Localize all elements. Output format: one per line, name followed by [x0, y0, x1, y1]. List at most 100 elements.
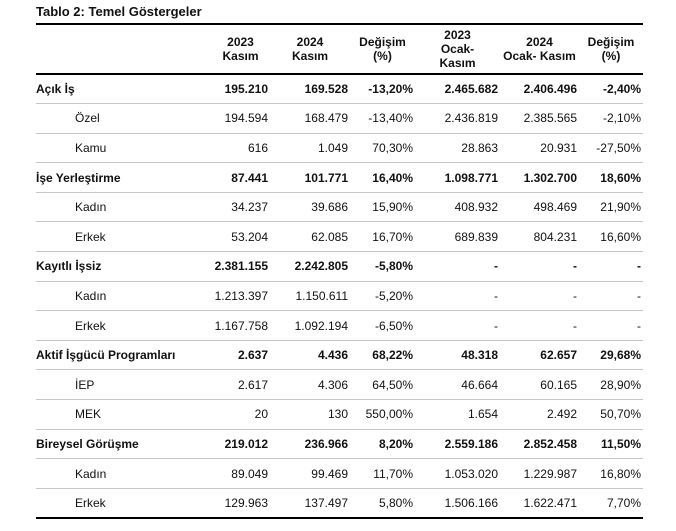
cell-value: -2,40% — [602, 82, 641, 97]
cell-value: 1.150.611 — [295, 288, 349, 303]
cell-value: 2.617 — [237, 377, 268, 392]
row-label: Bireysel Görüşme — [36, 436, 139, 451]
cell-value: 20.931 — [540, 140, 577, 155]
table-sub-row: Kadın 89.049 99.469 11,70% 1.053.020 1.229.98… — [36, 459, 643, 489]
cell-value: 7,70% — [606, 495, 641, 510]
cell-value: 16,40% — [372, 170, 413, 185]
cell-value: - — [494, 288, 498, 303]
row-label: Kadın — [75, 466, 107, 481]
row-label: Açık İş — [36, 82, 75, 97]
column-header-2024-ocak-kasim: 2024 Ocak- Kasım — [503, 35, 576, 63]
cell-value: 2.381.155 — [214, 259, 268, 274]
cell-value: 101.771 — [304, 170, 348, 185]
table-sub-row: Kamu 616 1.049 70,30% 28.863 20.931 -27,50% — [36, 133, 643, 163]
cell-value: 46.664 — [461, 377, 498, 392]
cell-value: - — [573, 318, 577, 333]
cell-value: 2.559.186 — [444, 436, 498, 451]
cell-value: 408.932 — [454, 200, 498, 215]
cell-value: 1.302.700 — [523, 170, 577, 185]
cell-value: 616 — [247, 140, 268, 155]
cell-value: 89.049 — [231, 466, 268, 481]
table-section-row: İşe Yerleştirme 87.441 101.771 16,40% 1.098.… — [36, 163, 643, 193]
cell-value: 2.436.819 — [444, 111, 498, 126]
cell-value: - — [637, 318, 641, 333]
table-sub-row: MEK 20 130 550,00% 1.654 2.492 50,70% — [36, 400, 643, 430]
cell-value: 29,68% — [600, 348, 641, 363]
cell-value: 16,80% — [600, 466, 641, 481]
table-sub-row: Özel 194.594 168.479 -13,40% 2.436.819 2.385.… — [36, 104, 643, 134]
cell-value: - — [494, 259, 498, 274]
cell-value: 70,30% — [372, 140, 413, 155]
cell-value: 130 — [327, 407, 348, 422]
column-header-2024-kasim: 2024 Kasım — [291, 35, 329, 63]
cell-value: 2.637 — [237, 348, 268, 363]
row-label: İEP — [75, 377, 95, 392]
table-sub-row: Erkek 53.204 62.085 16,70% 689.839 804.231 16,… — [36, 222, 643, 252]
cell-value: 11,70% — [373, 466, 413, 481]
cell-value: 1.092.194 — [294, 318, 348, 333]
cell-value: 2.852.458 — [523, 436, 577, 451]
cell-value: 168.479 — [304, 111, 348, 126]
cell-value: 219.012 — [224, 436, 268, 451]
table-sub-row: Erkek 1.167.758 1.092.194 -6,50% - - - — [36, 311, 643, 341]
table-header: 2023 Kasım 2024 Kasım Değişim (%) 2023 O… — [36, 24, 643, 74]
row-label: MEK — [75, 407, 102, 422]
cell-value: - — [573, 288, 577, 303]
cell-value: 16,70% — [372, 229, 413, 244]
cell-value: 1.167.758 — [214, 318, 268, 333]
column-header-rowlabel — [36, 24, 211, 74]
cell-value: 1.053.020 — [444, 466, 498, 481]
cell-value: 137.497 — [304, 495, 348, 510]
cell-value: 87.441 — [231, 170, 268, 185]
cell-value: 550,00% — [365, 407, 413, 422]
table-section-row: Bireysel Görüşme 219.012 236.966 8,20% 2.559… — [36, 429, 643, 459]
column-header-2023-kasim: 2023 Kasım — [222, 35, 259, 63]
cell-value: 498.469 — [533, 200, 577, 215]
cell-value: 5,80% — [378, 495, 413, 510]
cell-value: 11,50% — [600, 436, 641, 451]
cell-value: 1.098.771 — [444, 170, 498, 185]
row-label: Kayıtlı İşsiz — [36, 259, 102, 274]
column-header-degisim-1: Değişim (%) — [359, 35, 406, 63]
row-label: Özel — [75, 111, 100, 126]
cell-value: 129.963 — [224, 495, 268, 510]
cell-value: 8,20% — [378, 436, 413, 451]
cell-value: 16,60% — [600, 229, 641, 244]
cell-value: 1.213.397 — [214, 288, 268, 303]
cell-value: 62.657 — [540, 348, 577, 363]
cell-value: -2,10% — [602, 111, 641, 126]
cell-value: 4.436 — [317, 348, 348, 363]
cell-value: -5,80% — [374, 259, 413, 274]
cell-value: - — [494, 318, 498, 333]
cell-value: 28,90% — [600, 377, 641, 392]
table-sub-row: İEP 2.617 4.306 64,50% 46.664 60.165 28,90% — [36, 370, 643, 400]
cell-value: 1.229.987 — [523, 466, 577, 481]
cell-value: 2.492 — [546, 407, 577, 422]
cell-value: 68,22% — [372, 348, 413, 363]
table-title: Tablo 2: Temel Göstergeler — [36, 4, 202, 19]
cell-value: 39.686 — [311, 200, 348, 215]
cell-value: 2.242.805 — [294, 259, 348, 274]
cell-value: 2.465.682 — [444, 82, 498, 97]
cell-value: 195.210 — [224, 82, 268, 97]
cell-value: 169.528 — [304, 82, 348, 97]
row-label: İşe Yerleştirme — [36, 170, 121, 185]
row-label: Kadın — [75, 288, 107, 303]
cell-value: 62.085 — [311, 229, 348, 244]
cell-value: - — [637, 288, 641, 303]
cell-value: -5,20% — [374, 288, 413, 303]
table-sub-row: Erkek 129.963 137.497 5,80% 1.506.166 1.622.4… — [36, 488, 643, 518]
cell-value: - — [637, 259, 641, 274]
table-section-row: Kayıtlı İşsiz 2.381.155 2.242.805 -5,80% - - - — [36, 252, 643, 282]
cell-value: - — [573, 259, 577, 274]
indicators-table: 2023 Kasım 2024 Kasım Değişim (%) 2023 O… — [36, 23, 643, 519]
cell-value: 4.306 — [317, 377, 348, 392]
cell-value: -13,20% — [368, 82, 413, 97]
cell-value: 1.654 — [467, 407, 498, 422]
row-label: Erkek — [75, 229, 106, 244]
cell-value: -13,40% — [368, 111, 413, 126]
cell-value: 2.385.565 — [523, 111, 577, 126]
cell-value: 236.966 — [304, 436, 348, 451]
cell-value: 15,90% — [372, 200, 413, 215]
